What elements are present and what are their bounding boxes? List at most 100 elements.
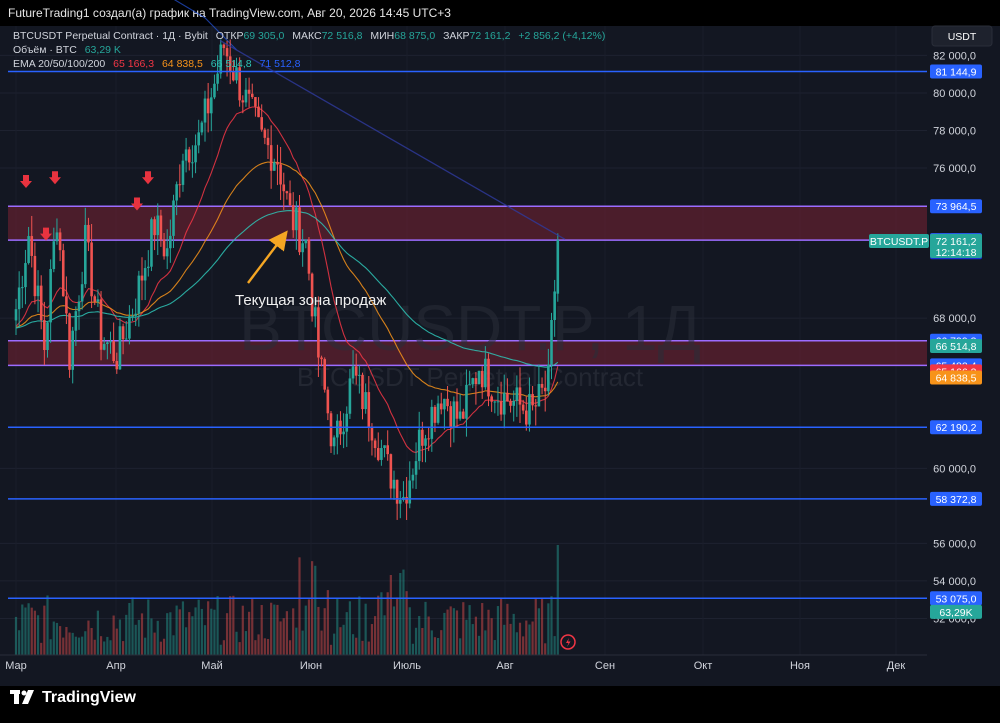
volume-bar	[408, 607, 411, 655]
volume-bar	[172, 635, 175, 655]
candle-body	[228, 56, 232, 72]
candle-body	[506, 392, 509, 402]
ema-20-line	[15, 106, 559, 454]
candle-body	[556, 240, 560, 294]
volume-bar	[503, 624, 506, 655]
volume-bar	[490, 618, 493, 655]
candle-body	[518, 387, 522, 405]
volume-bar	[144, 637, 147, 655]
tradingview-logo[interactable]: TradingView	[10, 689, 136, 707]
volume-bar	[266, 639, 270, 655]
volume-bar	[414, 627, 418, 655]
volume-bar	[175, 605, 178, 655]
candle-body	[80, 284, 84, 302]
volume-bar	[427, 616, 430, 655]
volume-bar	[370, 624, 374, 655]
volume-bar	[122, 641, 125, 655]
candle-body	[380, 448, 383, 460]
candle-body	[194, 145, 197, 163]
volume-bar	[128, 602, 131, 655]
price-tick-label: 80 000,0	[933, 88, 976, 100]
time-tick-label: Окт	[694, 660, 713, 672]
candle-body	[317, 307, 320, 358]
volume-bar	[556, 545, 559, 655]
volume-bar	[348, 601, 351, 655]
time-tick-label: Сен	[595, 660, 615, 672]
volume-bar	[200, 608, 203, 655]
price-chart[interactable]: BTCUSDT.P, 1Д BTCUSDT Perpetual Contract…	[0, 0, 1000, 686]
volume-bar	[465, 619, 468, 655]
candle-body	[386, 445, 389, 455]
volume-bar	[225, 613, 229, 655]
candle-body	[36, 285, 40, 297]
candle-body	[509, 401, 512, 406]
candle-body	[499, 401, 503, 415]
volume-bar	[84, 631, 87, 655]
volume-bar	[333, 633, 336, 655]
candle-body	[502, 392, 506, 415]
volume-bar	[288, 640, 292, 655]
legend-low-value: 68 875,0	[394, 30, 435, 42]
volume-bar	[522, 636, 525, 655]
candle-body	[291, 205, 295, 231]
candle-body	[279, 164, 282, 185]
candle-body	[304, 239, 308, 244]
volume-bar	[424, 601, 427, 655]
volume-bar	[169, 612, 172, 655]
volume-bar	[336, 597, 339, 655]
price-tag-label: 81 144,9	[936, 66, 977, 78]
sell-arrow-icon	[142, 171, 154, 185]
volume-bar	[531, 621, 534, 655]
svg-text:EMA 20/50/100/200 65 1: EMA 20/50/100/200 65 166,3 64 838,5 66 5…	[13, 58, 301, 70]
price-axis[interactable]	[927, 26, 1000, 686]
candle-body	[474, 378, 478, 385]
volume-bar	[377, 595, 380, 655]
volume-bar	[282, 618, 285, 655]
header-bar: FutureTrading1 создал(а) график на Tradi…	[0, 0, 1000, 26]
watermark-subtitle: BTCUSDT Perpetual Contract	[297, 362, 644, 392]
candle-body	[436, 403, 440, 423]
candle-body	[323, 359, 326, 390]
volume-bar	[213, 609, 216, 655]
volume-bar	[525, 620, 528, 655]
candle-body	[235, 67, 238, 81]
volume-bar	[449, 606, 452, 655]
volume-bar	[367, 641, 370, 655]
volume-bar	[553, 636, 556, 655]
candle-body	[512, 400, 515, 406]
candle-body	[439, 403, 443, 410]
author-caption: FutureTrading1 создал(а) график на Tradi…	[8, 6, 451, 20]
watermark: BTCUSDT.P, 1Д BTCUSDT Perpetual Contract	[239, 292, 701, 392]
candle-body	[257, 106, 260, 118]
watermark-title: BTCUSDT.P, 1Д	[239, 292, 701, 364]
candle-body	[446, 398, 449, 407]
candle-body	[181, 160, 185, 185]
volume-bar	[474, 616, 477, 655]
legend-volume-label: Объём · BTC	[13, 44, 77, 56]
candle-body	[206, 98, 210, 114]
volume-bar	[544, 643, 547, 655]
volume-bar	[150, 618, 153, 655]
volume-bar	[254, 640, 257, 655]
candle-body	[77, 301, 81, 312]
volume-bar	[273, 604, 276, 655]
time-tick-label: Июль	[393, 660, 421, 672]
price-tag	[930, 491, 982, 506]
time-tick-label: Авг	[496, 660, 513, 672]
sell-arrow-icon	[20, 175, 32, 189]
lightning-icon[interactable]	[560, 634, 576, 650]
candle-body	[216, 73, 219, 84]
currency-badge[interactable]	[931, 25, 993, 47]
candle-body	[462, 411, 465, 419]
sell-zone	[8, 206, 927, 241]
candle-body	[496, 401, 500, 403]
candle-body	[55, 232, 59, 242]
price-tag-label: 66 514,8	[936, 341, 977, 353]
price-tag-label: 58 372,8	[936, 494, 977, 506]
candle-body	[197, 132, 200, 146]
volume-bar	[241, 605, 244, 655]
candle-body	[351, 366, 355, 379]
candle-body	[250, 93, 254, 98]
volume-bar	[487, 609, 490, 655]
volume-bar	[260, 605, 263, 655]
